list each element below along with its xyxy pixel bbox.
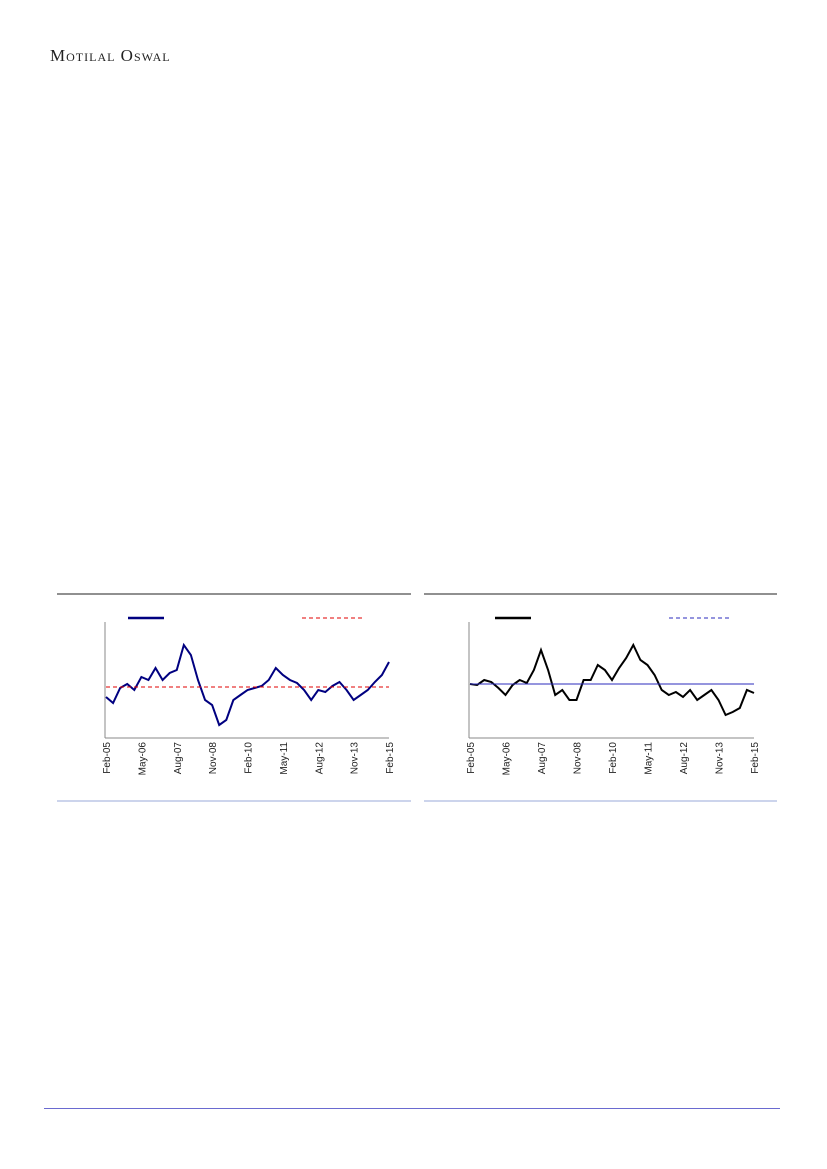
- x-tick-label: Aug-07: [537, 742, 548, 775]
- x-tick-label: Nov-08: [573, 742, 584, 775]
- x-tick-label: Nov-13: [715, 742, 726, 775]
- x-tick-label: Feb-05: [466, 742, 477, 774]
- series-line: [105, 642, 390, 727]
- x-tick-label: Feb-05: [102, 742, 113, 774]
- x-tick-label: Feb-10: [608, 742, 619, 774]
- x-tick-label: Feb-15: [750, 742, 761, 774]
- x-tick-label: May-11: [279, 742, 290, 775]
- x-tick-label: Aug-07: [173, 742, 184, 775]
- x-tick-label: Aug-12: [679, 742, 690, 775]
- x-tick-label: Nov-13: [350, 742, 361, 775]
- x-tick-label: Feb-10: [244, 742, 255, 774]
- series-line: [469, 642, 755, 717]
- x-tick-label: May-06: [137, 742, 148, 776]
- x-tick-label: Feb-15: [385, 742, 396, 774]
- x-tick-label: May-06: [502, 742, 513, 776]
- footer-rule: [44, 1108, 780, 1109]
- x-tick-label: May-11: [644, 742, 655, 775]
- x-tick-label: Nov-08: [208, 742, 219, 775]
- x-tick-label: Aug-12: [314, 742, 325, 775]
- brand: Motilal Oswal: [50, 46, 171, 65]
